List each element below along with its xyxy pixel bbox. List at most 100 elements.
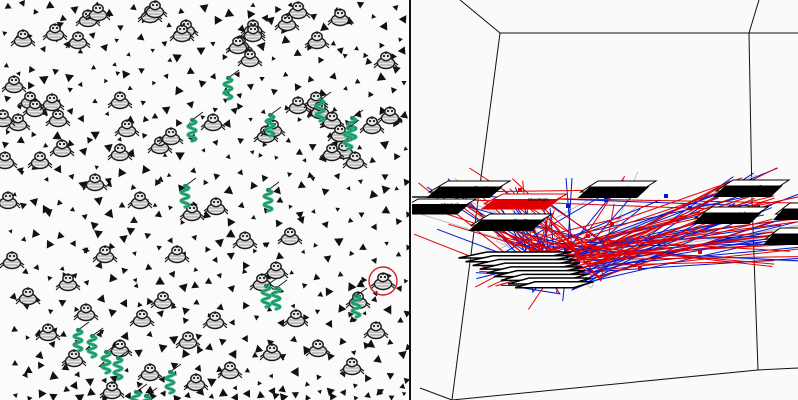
action-node-left[interactable]: Left	[692, 206, 770, 224]
creature-sprite[interactable]	[217, 361, 243, 380]
creature-sprite[interactable]	[183, 373, 209, 392]
creature-sprite[interactable]	[45, 109, 71, 128]
action-node-up[interactable]: Up	[763, 227, 798, 245]
creature-sprite[interactable]	[342, 151, 368, 170]
particle	[77, 48, 84, 54]
creature-sprite[interactable]	[85, 3, 111, 22]
creature-sprite[interactable]	[15, 287, 41, 306]
creature-sprite[interactable]	[35, 323, 61, 342]
action-node-shoot-down[interactable]: ShootDown	[468, 213, 554, 231]
creature-sprite[interactable]	[150, 291, 176, 310]
creature-sprite[interactable]	[285, 96, 311, 115]
creature-sprite[interactable]	[203, 197, 229, 216]
creature-sprite[interactable]	[263, 261, 289, 280]
creature-sprite[interactable]	[305, 339, 331, 358]
green-serpent[interactable]	[270, 279, 288, 311]
creature-sprite[interactable]	[240, 24, 266, 43]
creature-sprite[interactable]	[179, 203, 205, 222]
creature-sprite[interactable]	[277, 227, 303, 246]
serpent-layer[interactable]	[72, 69, 368, 400]
creature-sprite[interactable]	[0, 251, 25, 270]
green-serpent[interactable]	[86, 327, 104, 359]
green-serpent[interactable]	[112, 349, 130, 381]
creature-sprite[interactable]	[202, 311, 228, 330]
creature-sprite[interactable]	[370, 272, 396, 291]
creature-sprite[interactable]	[304, 31, 330, 50]
creature-sprite[interactable]	[232, 231, 258, 250]
creature-sprite[interactable]	[359, 116, 385, 135]
creature-sprite[interactable]	[327, 8, 353, 27]
particle	[203, 179, 209, 186]
action-node-shoot-up[interactable]: ShootUp	[426, 180, 512, 198]
green-serpent[interactable]	[179, 177, 197, 209]
particle	[309, 13, 318, 21]
world-canvas[interactable]	[0, 0, 410, 400]
creature-sprite[interactable]	[55, 273, 81, 292]
creature-sprite[interactable]	[73, 303, 99, 322]
creature-sprite[interactable]	[39, 93, 65, 112]
creature-sprite[interactable]	[373, 51, 399, 70]
action-node-right[interactable]: Right	[773, 202, 798, 220]
creature-sprite[interactable]	[61, 349, 87, 368]
creature-sprite[interactable]	[49, 139, 75, 158]
creature-sprite[interactable]	[107, 143, 133, 162]
creature-sprite[interactable]	[363, 321, 389, 340]
creature-sprite[interactable]	[99, 381, 125, 400]
creature-sprite[interactable]	[0, 151, 18, 170]
creature-sprite[interactable]	[1, 75, 27, 94]
creature-sprite[interactable]	[92, 245, 118, 264]
creature-sprite[interactable]	[129, 309, 155, 328]
simulation-world-view[interactable]	[0, 0, 410, 400]
green-serpent[interactable]	[100, 343, 118, 375]
green-serpent[interactable]	[262, 181, 280, 213]
green-serpent[interactable]	[130, 383, 148, 400]
graph-canvas[interactable]: ShootUp ShootLeft ShootRight ShootDown Achie…	[412, 0, 798, 400]
creature-sprite[interactable]	[319, 143, 345, 162]
creature-sprite[interactable]	[175, 331, 201, 350]
state-plate-stack[interactable]	[458, 251, 594, 289]
green-serpent[interactable]	[264, 106, 282, 138]
creature-sprite[interactable]	[137, 363, 163, 382]
creature-sprite[interactable]	[142, 0, 168, 19]
green-serpent[interactable]	[350, 287, 368, 319]
creature-sprite[interactable]	[169, 24, 195, 43]
creature-sprite[interactable]	[27, 151, 53, 170]
green-serpent[interactable]	[314, 91, 332, 123]
creature-sprite[interactable]	[42, 23, 68, 42]
action-node-layer[interactable]: ShootUp ShootLeft ShootRight ShootDown Achie…	[412, 179, 798, 245]
creature-sprite[interactable]	[225, 36, 251, 55]
creature-sprite[interactable]	[22, 99, 48, 118]
creature-sprite[interactable]	[127, 191, 153, 210]
creature-sprite[interactable]	[285, 1, 311, 20]
action-node-shoot-left[interactable]: ShootLeft	[412, 198, 478, 215]
creature-sprite[interactable]	[82, 173, 108, 192]
green-serpent[interactable]	[346, 109, 364, 141]
creature-sprite[interactable]	[377, 106, 403, 125]
creature-sprite[interactable]	[0, 191, 21, 210]
green-serpent[interactable]	[186, 111, 204, 143]
creature-sprite[interactable]	[107, 91, 133, 110]
creature-layer[interactable]	[0, 0, 403, 400]
action-node-door[interactable]: Door	[713, 179, 791, 197]
creature-sprite[interactable]	[259, 343, 285, 362]
stack-plate[interactable]	[514, 281, 594, 289]
green-serpent[interactable]	[222, 69, 240, 101]
creature-sprite[interactable]	[10, 29, 36, 48]
creature-sprite[interactable]	[339, 357, 365, 376]
creature-sprite[interactable]	[283, 309, 309, 328]
state-action-graph-3d[interactable]: ShootUp ShootLeft ShootRight ShootDown Achie…	[412, 0, 798, 400]
creature-sprite[interactable]	[200, 113, 226, 132]
creature-sprite[interactable]	[65, 31, 91, 50]
green-serpent[interactable]	[72, 321, 90, 353]
creature-sprite[interactable]	[158, 127, 184, 146]
green-serpent[interactable]	[164, 363, 182, 395]
action-node-achieve[interactable]: Achieve	[577, 180, 658, 198]
green-serpent[interactable]	[342, 119, 360, 151]
creature-sprite[interactable]	[0, 109, 16, 128]
creature-sprite[interactable]	[164, 245, 190, 264]
creature-sprite[interactable]	[237, 49, 263, 68]
creature-sprite[interactable]	[274, 13, 300, 32]
creature-sprite[interactable]	[114, 119, 140, 138]
action-node-shoot-right[interactable]: ShootRight	[480, 193, 568, 210]
green-serpent[interactable]	[260, 277, 278, 309]
